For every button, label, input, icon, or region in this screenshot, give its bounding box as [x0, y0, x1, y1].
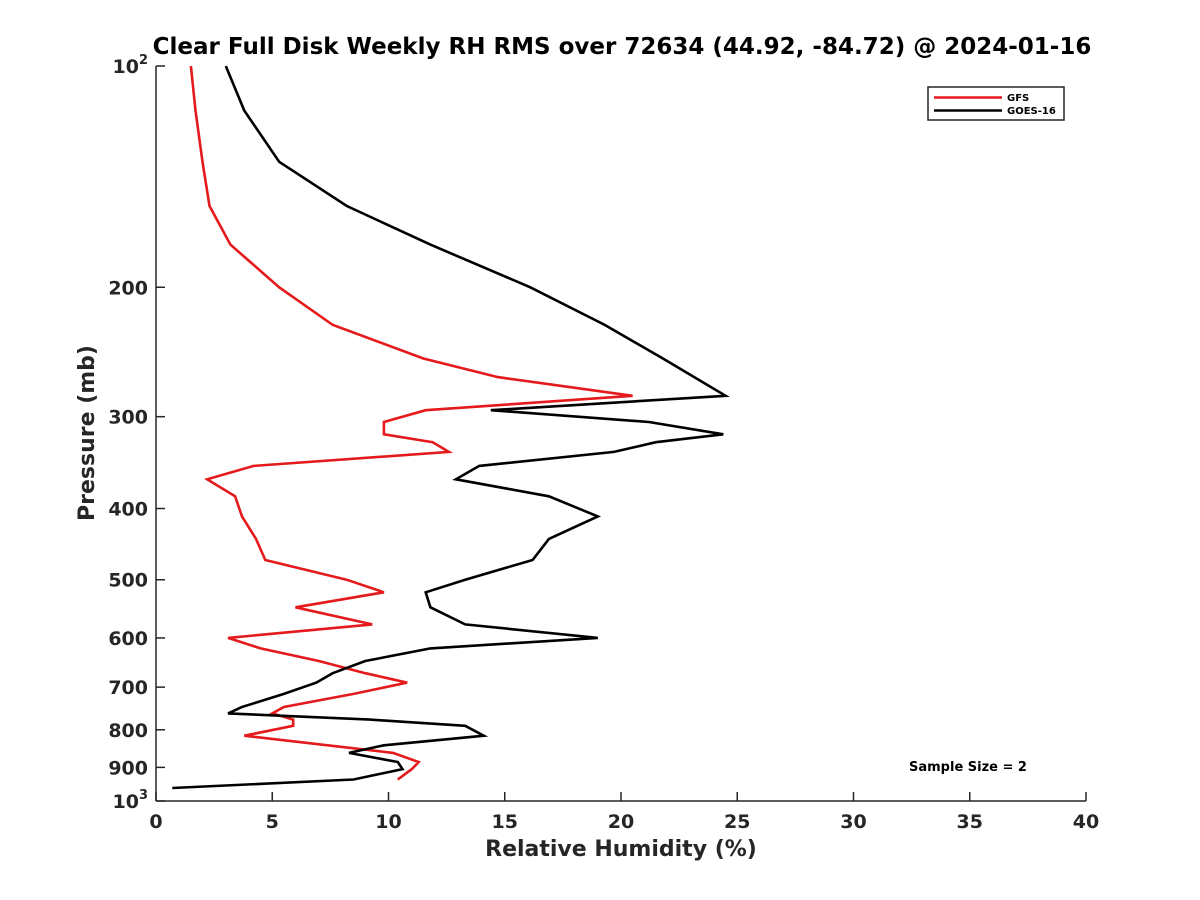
x-tick-label: 35 — [957, 811, 983, 833]
series-line-goes16 — [172, 65, 730, 790]
x-tick-label: 15 — [492, 811, 518, 833]
x-tick-label: 10 — [375, 811, 401, 833]
x-ticks: 0 5 10 15 20 25 30 35 40 — [149, 792, 1099, 833]
x-tick-label: 30 — [840, 811, 866, 833]
legend-label-gfs: GFS — [1007, 93, 1029, 104]
y-tick-label: 400 — [108, 499, 148, 521]
y-axis-label: Pressure (mb) — [75, 345, 100, 521]
x-tick-label: 0 — [149, 811, 162, 833]
x-tick-label: 5 — [266, 811, 279, 833]
legend: GFS GOES-16 — [927, 86, 1065, 121]
y-tick-label: 500 — [108, 570, 148, 592]
x-tick-label: 20 — [608, 811, 634, 833]
y-tick-label: 300 — [108, 407, 148, 429]
x-tick-label: 40 — [1073, 811, 1099, 833]
y-tick-label: 200 — [108, 277, 148, 299]
sample-size-annotation: Sample Size = 2 — [909, 760, 1027, 775]
y-tick-label: 700 — [108, 677, 148, 699]
legend-box — [927, 86, 1065, 121]
y-tick-label: 900 — [108, 757, 148, 779]
x-axis-label: Relative Humidity (%) — [485, 837, 757, 862]
x-tick-label: 25 — [724, 811, 750, 833]
y-tick-label: 600 — [108, 628, 148, 650]
y-tick-label: 800 — [108, 720, 148, 742]
series-layer — [172, 65, 730, 790]
legend-label-goes16: GOES-16 — [1007, 106, 1056, 117]
chart-title: Clear Full Disk Weekly RH RMS over 72634… — [153, 34, 1092, 60]
